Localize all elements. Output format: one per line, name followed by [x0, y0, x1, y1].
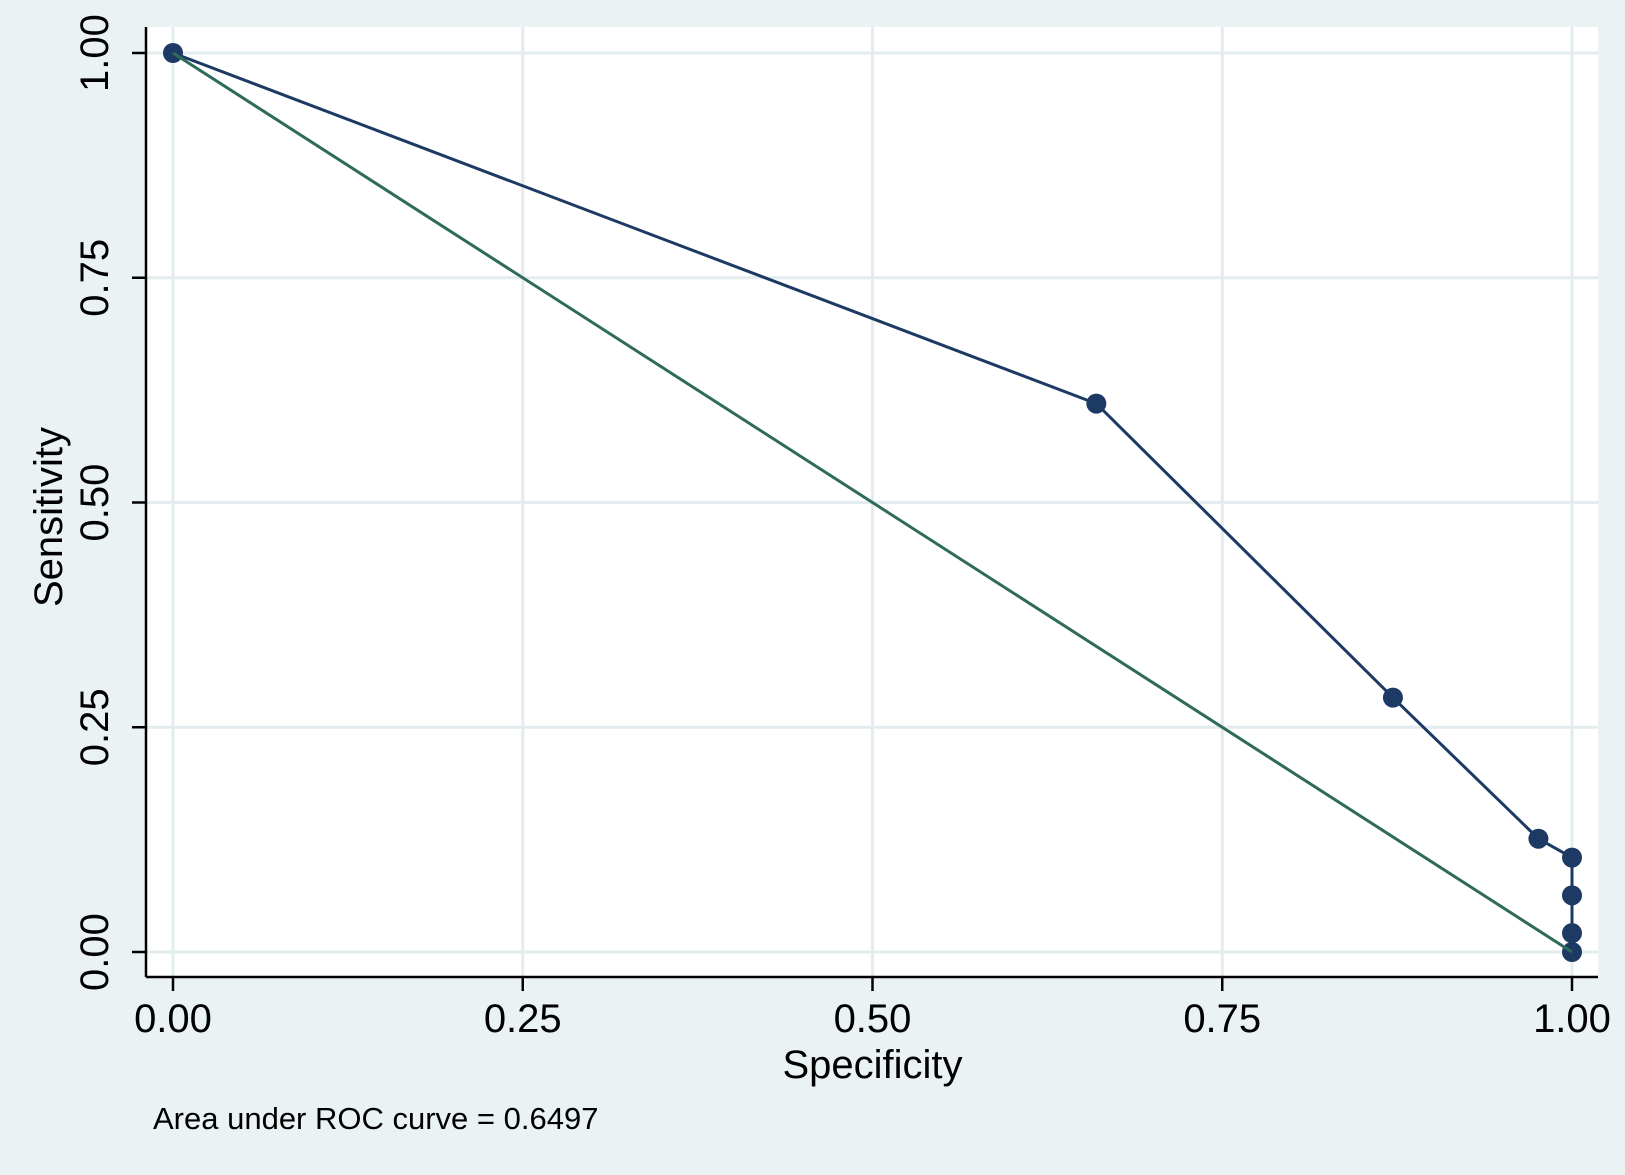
x-tick-label-0: 0.00 — [134, 997, 212, 1041]
reference-line-line — [172, 51, 1573, 954]
roc-curve-point-5 — [1562, 885, 1582, 906]
x-tick-label-2: 0.50 — [834, 997, 912, 1041]
y-axis-title: Sensitivity — [27, 427, 71, 607]
y-tick-label-3: 0.75 — [73, 239, 117, 317]
data-series — [163, 43, 1582, 962]
roc-curve-point-3 — [1528, 828, 1549, 849]
roc-curve-point-2 — [1382, 687, 1403, 708]
x-tick-label-1: 0.25 — [484, 997, 562, 1041]
y-tick-label-0: 0.00 — [73, 913, 117, 991]
x-tick-label-4: 1.00 — [1533, 997, 1611, 1041]
x-tick-label-3: 0.75 — [1183, 997, 1261, 1041]
y-tick-label-1: 0.25 — [73, 688, 117, 766]
roc-curve-point-4 — [1562, 847, 1582, 868]
roc-curve-point-6 — [1562, 923, 1582, 944]
y-tick-label-2: 0.50 — [73, 464, 117, 542]
y-tick-label-4: 1.00 — [73, 14, 117, 92]
x-axis-title: Specificity — [782, 1043, 962, 1087]
tick-marks: 0.00 0.25 0.50 0.75 1.00 0.00 0.25 0.50 0.75 1.00 — [73, 14, 1611, 1041]
auc-note: Area under ROC curve = 0.6497 — [153, 1101, 598, 1136]
roc-curve-point-1 — [1086, 393, 1107, 414]
